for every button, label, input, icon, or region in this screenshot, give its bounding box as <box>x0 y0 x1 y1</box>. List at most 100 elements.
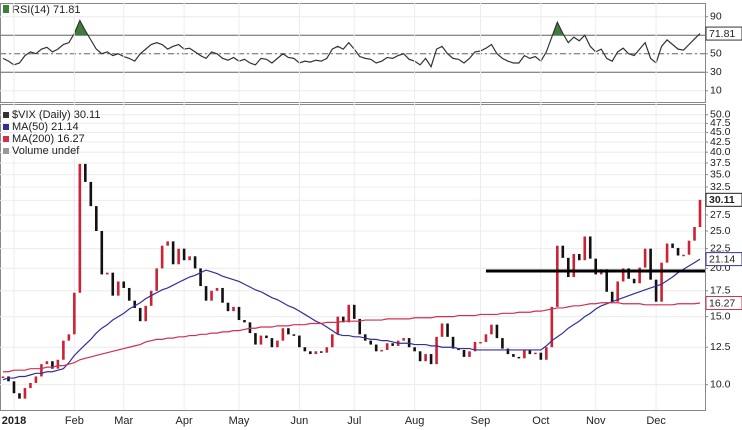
candle <box>287 328 290 335</box>
candle <box>51 361 54 369</box>
candle <box>254 333 257 345</box>
candle <box>424 354 427 362</box>
legend-icon <box>3 5 9 13</box>
candle <box>309 351 312 355</box>
candle <box>462 349 466 357</box>
candle <box>100 231 104 275</box>
candle <box>446 323 449 337</box>
candle <box>693 227 696 241</box>
x-tick-label: Nov <box>586 415 606 427</box>
y-tick-label: 10.0 <box>710 378 731 390</box>
candle <box>138 307 142 322</box>
candle <box>402 338 405 341</box>
candle <box>12 381 16 394</box>
candle <box>374 344 378 352</box>
legend-label: MA(50) 21.14 <box>12 121 79 133</box>
candle <box>166 241 169 246</box>
candle <box>512 354 515 357</box>
candle <box>188 256 191 261</box>
candle <box>281 328 285 341</box>
candle <box>385 343 389 350</box>
candle <box>1 376 5 378</box>
candle <box>484 334 488 342</box>
candle <box>671 243 674 248</box>
x-tick-label: Sep <box>471 415 491 427</box>
series-line <box>3 302 701 373</box>
candle <box>588 236 592 259</box>
candle <box>501 338 504 349</box>
candle <box>517 356 521 359</box>
y-tick-label: 45.0 <box>710 126 731 138</box>
y-tick-label: 27.5 <box>710 209 731 221</box>
value-label: 21.14 <box>709 253 735 265</box>
candle <box>643 248 647 268</box>
y-tick-label: 10 <box>710 85 722 97</box>
candle <box>127 287 131 301</box>
series-line <box>2 258 701 381</box>
legend-icon <box>3 148 9 154</box>
value-label: 71.81 <box>709 28 735 40</box>
x-tick-label: Dec <box>646 415 666 427</box>
candle <box>682 254 685 257</box>
y-tick-label: 40.0 <box>710 146 731 158</box>
candle <box>259 335 263 345</box>
y-tick-label: 22.5 <box>710 242 731 254</box>
candle <box>676 247 680 256</box>
candle <box>45 361 49 365</box>
y-tick-label: 35.0 <box>710 168 731 180</box>
candle <box>160 245 164 269</box>
candle <box>73 292 76 335</box>
candle <box>292 334 296 336</box>
value-label: 16.27 <box>709 297 735 309</box>
legend-label: Volume undef <box>12 145 80 157</box>
candle <box>545 347 548 360</box>
candle <box>155 268 158 291</box>
candle <box>440 323 444 337</box>
candle <box>654 279 658 302</box>
x-tick-label: Jun <box>290 415 308 427</box>
candle <box>89 181 93 207</box>
candle <box>649 248 652 280</box>
candle <box>40 364 43 377</box>
legend-label: MA(200) 16.27 <box>12 133 85 145</box>
candle <box>572 253 576 278</box>
x-tick-label: Feb <box>65 415 84 427</box>
x-tick-label: Oct <box>532 415 549 427</box>
candle <box>556 245 559 307</box>
candle <box>84 163 87 182</box>
candle <box>358 318 362 335</box>
y-tick-label: 50 <box>710 48 722 60</box>
candle <box>193 256 197 269</box>
candle <box>479 341 482 344</box>
candle <box>369 340 373 345</box>
candle <box>298 335 301 348</box>
candle <box>352 304 356 319</box>
candle <box>270 338 274 348</box>
candle <box>182 248 186 261</box>
candle <box>490 324 493 335</box>
y-tick-label: 12.5 <box>710 341 731 353</box>
panel <box>0 3 706 103</box>
candle <box>177 248 180 265</box>
value-box <box>705 296 742 311</box>
candle <box>610 291 614 302</box>
candle <box>105 272 109 275</box>
legend-icon <box>3 124 9 130</box>
y-tick-label: 25.0 <box>710 225 731 237</box>
panel <box>0 104 706 411</box>
x-tick-label: Mar <box>114 415 133 427</box>
candle <box>418 351 422 362</box>
candle <box>583 236 587 261</box>
candle <box>23 388 27 399</box>
value-box <box>705 192 742 207</box>
candle <box>111 272 115 296</box>
candle <box>468 351 471 357</box>
candle <box>116 281 120 296</box>
y-tick-label: 15.0 <box>710 310 731 322</box>
candle <box>347 304 351 323</box>
candle <box>265 335 268 339</box>
candle <box>149 290 153 306</box>
y-tick-label: 50.0 <box>710 109 731 121</box>
candle <box>29 382 32 389</box>
